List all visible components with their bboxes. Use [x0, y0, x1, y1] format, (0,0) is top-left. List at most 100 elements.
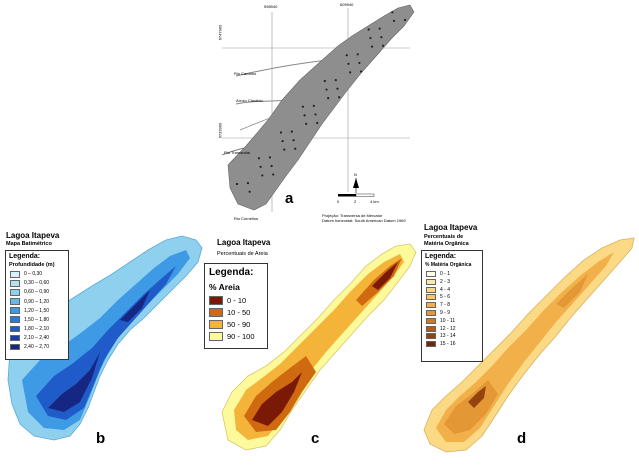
legend-label: 10 - 11 — [440, 317, 456, 324]
legend-swatch — [10, 271, 20, 278]
map-c-legend-items: 0 - 10 10 - 50 50 - 90 90 - 100 — [205, 296, 267, 341]
north-label: N — [354, 172, 357, 177]
map-c-legend: Legenda: % Areia 0 - 10 10 - 50 50 - 90 90 … — [204, 263, 268, 349]
sampling-point — [314, 113, 317, 116]
sampling-point — [294, 147, 297, 150]
legend-label: 4 - 4 — [440, 286, 451, 293]
legend-row: 1,50 – 1,80 — [10, 316, 68, 323]
legend-row: 5 - 6 — [426, 294, 482, 301]
map-c-legend-title: Legenda: — [209, 267, 254, 278]
sampling-point — [235, 182, 239, 186]
map-d-subtitle-1: Percentuais de — [424, 234, 464, 240]
legend-row: 4 - 4 — [426, 286, 482, 293]
legend-swatch — [10, 289, 20, 296]
legend-swatch — [426, 325, 436, 332]
sampling-point — [358, 61, 361, 65]
legend-label: 7 - 8 — [440, 302, 451, 309]
river-label-cardoso: Rio Cardoso — [234, 71, 257, 76]
sampling-point — [272, 173, 275, 176]
sampling-point — [268, 156, 272, 159]
legend-row: 2 - 3 — [426, 278, 482, 285]
sampling-point — [323, 79, 326, 83]
legend-row: 90 - 100 — [209, 332, 267, 341]
sampling-point — [334, 78, 337, 82]
legend-swatch — [209, 308, 223, 317]
legend-row: 2,40 – 2,70 — [10, 343, 68, 351]
map-c-legend-subtitle: % Areia — [209, 282, 240, 292]
legend-label: 13 - 14 — [440, 333, 456, 340]
legend-label: 9 - 9 — [440, 309, 451, 316]
map-b-subtitle: Mapa Batimétrico — [6, 241, 52, 247]
sampling-point — [270, 164, 273, 168]
legend-swatch — [426, 302, 436, 309]
lagoon-a — [227, 4, 415, 211]
sampling-point — [325, 88, 328, 91]
legend-row: 0,60 – 0,90 — [10, 289, 68, 296]
sampling-point — [380, 36, 383, 39]
legend-label: 0 – 0,30 — [24, 271, 43, 278]
sampling-point — [290, 130, 293, 133]
legend-label: 10 - 50 — [227, 308, 251, 317]
sampling-point — [292, 139, 295, 142]
legend-swatch — [426, 309, 436, 316]
map-b-legend-title: Legenda: — [9, 253, 41, 260]
legend-swatch — [426, 333, 436, 340]
map-b-title: Lagoa Itapeva — [6, 231, 60, 240]
projection-line-2: Datum horizontal: South American Datum 1… — [322, 218, 406, 223]
legend-row: 1,20 – 1,50 — [10, 307, 68, 314]
sampling-point — [391, 11, 394, 14]
map-b-legend-subtitle: Profundidade (m) — [9, 262, 55, 268]
map-c-subtitle: Percentuais de Areia — [217, 251, 268, 257]
sampling-point — [356, 53, 359, 56]
legend-swatch — [10, 334, 20, 342]
legend-row: 0 – 0,30 — [10, 271, 68, 278]
sampling-point — [370, 45, 374, 48]
legend-swatch — [209, 296, 223, 305]
map-c-title: Lagoa Itapeva — [217, 238, 271, 247]
legend-label: 0,60 – 0,90 — [24, 289, 50, 296]
legend-label: 5 - 6 — [440, 294, 451, 301]
sampling-point — [316, 121, 319, 125]
legend-label: 2,40 – 2,70 — [24, 344, 50, 350]
legend-swatch — [426, 271, 436, 277]
legend-swatch — [426, 286, 436, 293]
sampling-point — [381, 44, 385, 47]
sampling-point — [349, 71, 352, 74]
legend-label: 0 - 1 — [440, 271, 451, 277]
scale-tick-4: 4 km — [370, 199, 379, 204]
legend-label: 50 - 90 — [227, 320, 251, 329]
river-label-tramandai: Rio Tramandaí — [224, 150, 251, 155]
river-cardoso — [235, 59, 329, 77]
legend-label: 2 - 3 — [440, 278, 451, 285]
legend-swatch — [10, 316, 20, 323]
sampling-point — [246, 182, 250, 185]
sampling-point — [359, 70, 363, 73]
legend-swatch — [10, 307, 20, 314]
sampling-point — [303, 114, 306, 117]
scale-tick-2: 2 — [354, 199, 357, 204]
sampling-point — [369, 36, 372, 40]
legend-swatch — [426, 317, 436, 324]
legend-swatch — [10, 325, 20, 333]
legend-label: 0,90 – 1,20 — [24, 298, 50, 305]
sampling-point — [367, 28, 370, 31]
legend-label: 2,10 – 2,40 — [24, 334, 50, 341]
sampling-point — [279, 131, 283, 134]
sampling-point — [259, 165, 262, 168]
map-b-legend-items: 0 – 0,30 0,30 – 0,60 0,60 – 0,90 0,90 – 1,2… — [6, 271, 68, 351]
legend-swatch — [426, 341, 436, 348]
map-d-legend-subtitle: % Matéria Orgânica — [425, 262, 472, 268]
map-b-legend: Legenda: Profundidade (m) 0 – 0,30 0,30 –… — [5, 250, 69, 360]
sampling-point — [248, 190, 251, 193]
legend-row: 50 - 90 — [209, 320, 267, 329]
legend-swatch — [209, 320, 223, 329]
sampling-point — [301, 105, 304, 108]
panel-letter-b: b — [96, 430, 106, 447]
sampling-point — [392, 19, 396, 22]
legend-row: 13 - 14 — [426, 333, 482, 340]
